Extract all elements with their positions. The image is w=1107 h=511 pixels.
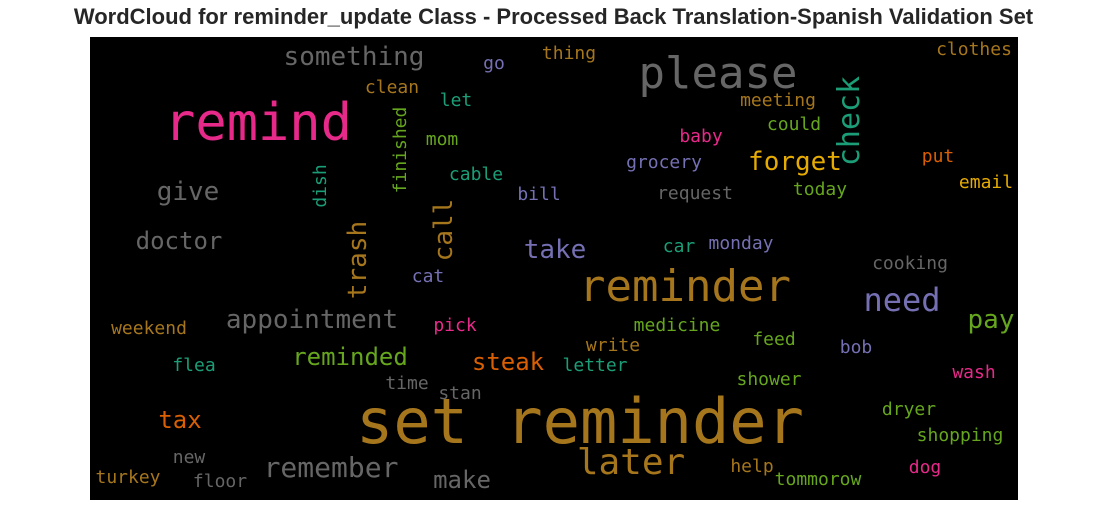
word-time: time: [385, 373, 429, 394]
word-dog: dog: [908, 457, 942, 478]
word-trash: trash: [343, 220, 373, 300]
word-remind: remind: [164, 93, 352, 153]
word-put: put: [921, 146, 955, 167]
word-steak: steak: [471, 348, 545, 376]
word-forget: forget: [748, 147, 842, 177]
word-later: later: [576, 442, 686, 483]
wordcloud-canvas: set reminder remind please reminder later nee…: [90, 37, 1018, 500]
word-cable: cable: [448, 164, 504, 185]
word-cat: cat: [411, 266, 445, 287]
chart-title: WordCloud for reminder_update Class - Pr…: [73, 4, 1034, 29]
word-stan: stan: [438, 383, 482, 404]
word-write: write: [585, 335, 641, 356]
word-email: email: [958, 172, 1014, 193]
word-flea: flea: [172, 355, 216, 376]
word-call: call: [429, 198, 459, 262]
word-need: need: [863, 281, 941, 319]
word-medicine: medicine: [633, 315, 721, 336]
word-let: let: [439, 90, 473, 111]
word-mom: mom: [425, 129, 459, 150]
word-make: make: [433, 466, 491, 494]
word-doctor: doctor: [135, 227, 223, 255]
word-remember: remember: [263, 451, 399, 484]
word-something: something: [283, 42, 425, 72]
word-reminded: reminded: [292, 343, 408, 371]
word-feed: feed: [752, 329, 796, 350]
word-floor: floor: [192, 471, 248, 492]
word-car: car: [662, 236, 696, 257]
word-grocery: grocery: [626, 152, 702, 173]
word-appointment: appointment: [225, 305, 399, 335]
word-dryer: dryer: [881, 399, 937, 420]
word-clean: clean: [364, 77, 420, 98]
word-please: please: [638, 48, 798, 99]
word-pick: pick: [433, 315, 477, 336]
word-turkey: turkey: [95, 467, 161, 488]
word-today: today: [792, 179, 848, 200]
word-pay: pay: [967, 305, 1015, 335]
word-give: give: [156, 177, 220, 207]
word-set-reminder: set reminder: [356, 385, 804, 458]
word-go: go: [483, 53, 505, 74]
word-thing: thing: [541, 43, 597, 64]
word-baby: baby: [679, 126, 723, 147]
word-cooking: cooking: [872, 253, 948, 274]
word-letter: letter: [562, 355, 628, 376]
word-shower: shower: [736, 369, 802, 390]
word-finished: finished: [390, 106, 411, 194]
word-take: take: [523, 235, 587, 265]
word-dish: dish: [310, 164, 331, 208]
word-new: new: [172, 447, 206, 468]
word-meeting: meeting: [740, 90, 816, 111]
word-weekend: weekend: [111, 318, 187, 339]
word-could: could: [766, 114, 822, 135]
word-monday: monday: [708, 233, 774, 254]
word-wash: wash: [952, 362, 996, 383]
word-bill: bill: [517, 184, 561, 205]
word-clothes: clothes: [936, 39, 1012, 60]
word-tommorow: tommorow: [774, 469, 862, 490]
word-request: request: [657, 183, 733, 204]
word-tax: tax: [158, 406, 202, 434]
word-bob: bob: [839, 337, 873, 358]
word-help: help: [730, 456, 774, 477]
word-shopping: shopping: [916, 425, 1004, 446]
word-reminder: reminder: [579, 261, 791, 312]
